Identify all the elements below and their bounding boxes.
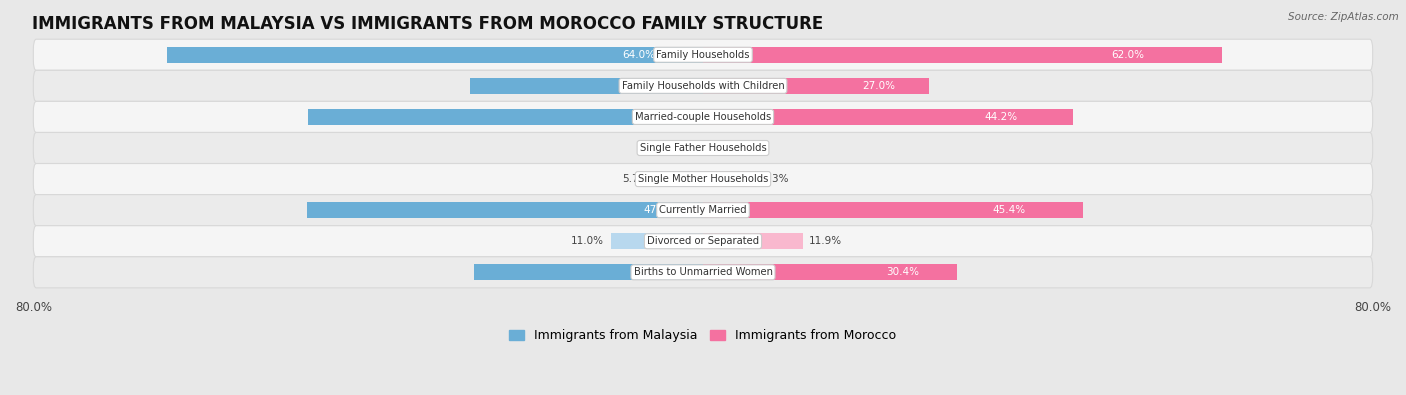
Text: Source: ZipAtlas.com: Source: ZipAtlas.com [1288, 12, 1399, 22]
Bar [612, 233, 703, 249]
Bar [703, 140, 721, 156]
Text: 11.0%: 11.0% [571, 236, 605, 246]
Text: 30.4%: 30.4% [886, 267, 920, 277]
Text: 6.3%: 6.3% [762, 174, 789, 184]
Text: 11.9%: 11.9% [810, 236, 842, 246]
Text: Divorced or Separated: Divorced or Separated [647, 236, 759, 246]
Text: 5.7%: 5.7% [621, 174, 648, 184]
FancyBboxPatch shape [34, 195, 1372, 226]
Text: Currently Married: Currently Married [659, 205, 747, 215]
Bar [655, 171, 703, 187]
Bar [167, 47, 703, 63]
Bar [703, 264, 957, 280]
Legend: Immigrants from Malaysia, Immigrants from Morocco: Immigrants from Malaysia, Immigrants fro… [505, 324, 901, 347]
FancyBboxPatch shape [34, 70, 1372, 102]
FancyBboxPatch shape [34, 164, 1372, 195]
Text: 27.4%: 27.4% [669, 267, 702, 277]
Bar [703, 233, 803, 249]
Text: Births to Unmarried Women: Births to Unmarried Women [634, 267, 772, 277]
Text: 44.2%: 44.2% [984, 112, 1018, 122]
Text: 47.3%: 47.3% [644, 205, 676, 215]
FancyBboxPatch shape [34, 132, 1372, 164]
Bar [703, 171, 755, 187]
Text: 27.0%: 27.0% [862, 81, 896, 91]
Bar [474, 264, 703, 280]
Text: Family Households: Family Households [657, 50, 749, 60]
Bar [703, 47, 1222, 63]
Text: Family Households with Children: Family Households with Children [621, 81, 785, 91]
Bar [308, 109, 703, 125]
Bar [686, 140, 703, 156]
Text: Married-couple Households: Married-couple Households [636, 112, 770, 122]
FancyBboxPatch shape [34, 257, 1372, 288]
FancyBboxPatch shape [34, 102, 1372, 132]
Text: 27.9%: 27.9% [668, 81, 702, 91]
FancyBboxPatch shape [34, 39, 1372, 70]
Bar [703, 202, 1083, 218]
Bar [470, 78, 703, 94]
Bar [307, 202, 703, 218]
Text: 2.2%: 2.2% [728, 143, 755, 153]
Text: IMMIGRANTS FROM MALAYSIA VS IMMIGRANTS FROM MOROCCO FAMILY STRUCTURE: IMMIGRANTS FROM MALAYSIA VS IMMIGRANTS F… [32, 15, 824, 33]
Text: Single Father Households: Single Father Households [640, 143, 766, 153]
Text: 47.2%: 47.2% [644, 112, 676, 122]
Text: 64.0%: 64.0% [623, 50, 655, 60]
FancyBboxPatch shape [34, 226, 1372, 257]
Bar [703, 78, 929, 94]
Text: Single Mother Households: Single Mother Households [638, 174, 768, 184]
Text: 62.0%: 62.0% [1111, 50, 1144, 60]
Text: 2.0%: 2.0% [654, 143, 679, 153]
Bar [703, 109, 1073, 125]
Text: 45.4%: 45.4% [993, 205, 1026, 215]
